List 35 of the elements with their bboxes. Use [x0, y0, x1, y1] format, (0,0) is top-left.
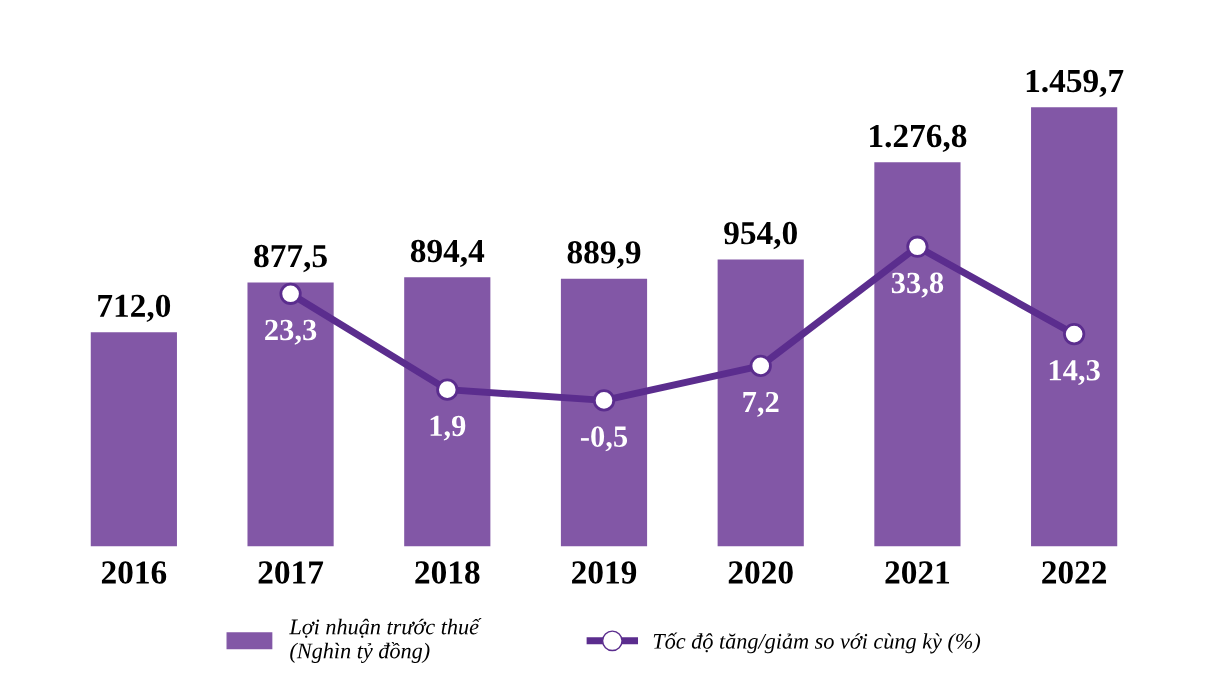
x-tick-label: 2019 [572, 561, 637, 584]
point [749, 354, 772, 378]
data-label: 7,2 [743, 391, 779, 417]
bar [404, 277, 491, 547]
legend-label: Lợi nhuận trước thuế (Nghìn tỷ đồng) [289, 618, 482, 663]
point [592, 389, 616, 412]
data-label: 954,0 [724, 221, 797, 250]
data-label: 877,5 [254, 244, 327, 273]
data-label: 33,8 [891, 272, 944, 298]
data-label: 1,9 [430, 415, 466, 441]
x-tick-label: 2016 [101, 561, 167, 584]
x-tick-label: 2021 [885, 561, 950, 584]
data-label: 889,9 [567, 241, 641, 269]
data-label: -0,5 [580, 426, 628, 452]
x-tick-label: 2020 [728, 561, 793, 584]
bar [247, 282, 334, 547]
data-label: 14,3 [1049, 360, 1100, 386]
data-label: 23,3 [265, 319, 317, 345]
bar [1031, 107, 1118, 547]
bar [90, 332, 177, 547]
data-label: 712,0 [98, 294, 171, 322]
data-label: 1.276,8 [870, 124, 967, 153]
legend-label: Tốc độ tăng/giảm so với cùng kỳ (%) [653, 632, 981, 654]
bar [717, 259, 804, 547]
point [1063, 322, 1086, 346]
bar [874, 162, 961, 547]
bar [560, 278, 648, 547]
x-tick-label: 2017 [258, 561, 324, 584]
point [436, 378, 459, 401]
data-label: 1.459,7 [1026, 69, 1124, 98]
x-tick-label: 2018 [415, 561, 480, 584]
point [279, 282, 302, 305]
point [906, 235, 929, 258]
data-label: 894,4 [410, 239, 485, 268]
x-tick-label: 2022 [1042, 561, 1107, 584]
